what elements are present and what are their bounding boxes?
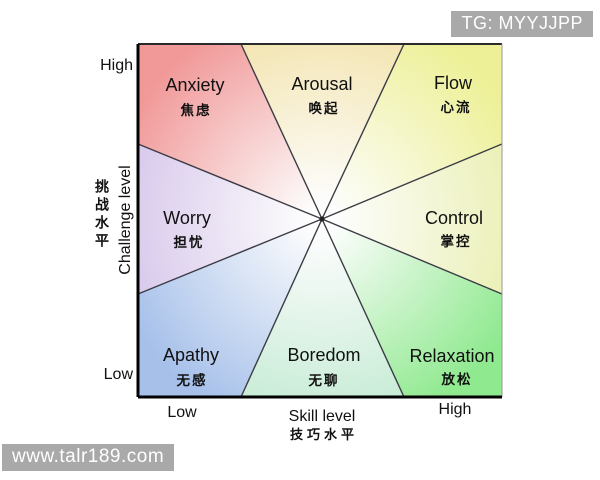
sector-worry — [138, 144, 322, 294]
y-axis-high-tick: High — [100, 57, 133, 74]
y-axis-low-tick: Low — [104, 366, 134, 383]
sector-anxiety — [138, 44, 322, 219]
watermark-url: www.talr189.com — [2, 444, 175, 471]
sector-control-label: Control — [425, 208, 483, 228]
sector-apathy-label-zh: 无感 — [176, 372, 208, 388]
x-axis-title: Skill level — [289, 408, 356, 425]
sector-divider-lines — [137, 43, 503, 398]
sector-flow — [322, 44, 502, 219]
sector-apathy — [138, 219, 322, 397]
sector-boredom-label: Boredom — [287, 345, 360, 365]
telegram-badge: TG: MYYJJPP — [451, 11, 593, 37]
sector-worry-label-zh: 担忧 — [174, 234, 205, 250]
y-axis-title-zh: 挑战水平 — [94, 179, 110, 251]
sector-flow-label-zh: 心流 — [441, 99, 472, 115]
sector-arousal — [241, 44, 404, 219]
y-axis-title: Challenge level — [117, 165, 134, 275]
sector-relaxation — [322, 219, 502, 397]
x-axis-low-tick: Low — [167, 404, 197, 421]
sector-flow-label: Flow — [434, 73, 473, 93]
sector-apathy-label: Apathy — [163, 345, 219, 365]
sector-control — [322, 144, 502, 294]
sector-relaxation-label: Relaxation — [409, 346, 494, 366]
x-axis-high-tick: High — [439, 401, 472, 418]
x-axis-title-zh: 技巧水平 — [290, 427, 358, 442]
sector-anxiety-label: Anxiety — [165, 75, 224, 95]
sector-relaxation-label-zh: 放松 — [441, 371, 473, 387]
sector-anxiety-label-zh: 焦虑 — [180, 102, 212, 118]
sector-worry-label: Worry — [163, 208, 211, 228]
sector-arousal-label-zh: 唤起 — [309, 100, 340, 116]
sector-arousal-label: Arousal — [291, 74, 352, 94]
sector-boredom-label-zh: 无聊 — [308, 372, 340, 388]
sector-control-label-zh: 掌控 — [441, 233, 472, 249]
center-point — [319, 216, 325, 222]
sector-boredom — [241, 219, 404, 397]
